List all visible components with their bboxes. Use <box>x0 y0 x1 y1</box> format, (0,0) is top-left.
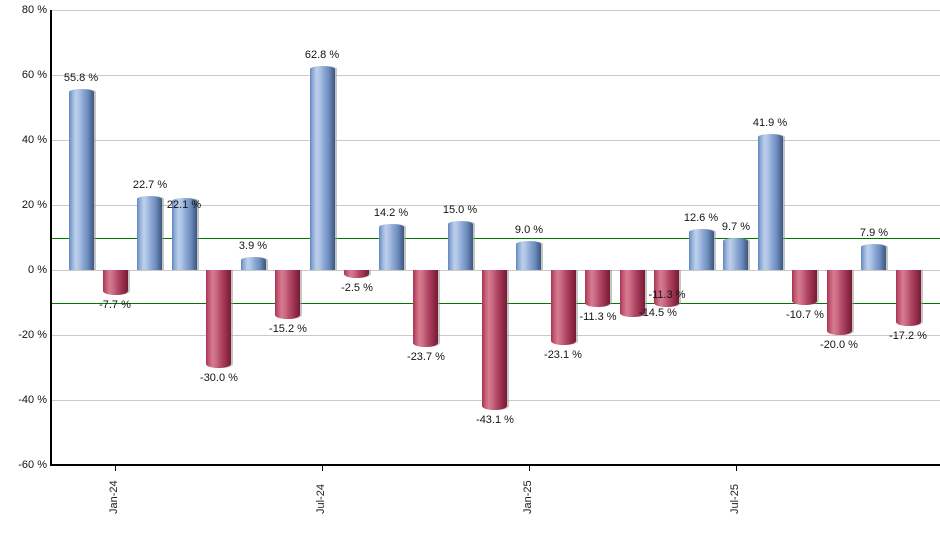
reference-line-10 <box>50 238 940 239</box>
bar-negative <box>585 270 610 307</box>
bar-value-label: 9.7 % <box>721 221 751 233</box>
gridline-40 <box>50 140 940 141</box>
bar-negative <box>792 270 817 305</box>
bar-value-label: -30.0 % <box>200 372 238 384</box>
bar-negative <box>344 270 369 278</box>
bar-positive <box>172 198 197 270</box>
bar-negative <box>413 270 438 347</box>
bar-value-label: -15.2 % <box>269 323 307 335</box>
bar-positive <box>69 89 94 270</box>
bar-value-label: -11.3 % <box>579 311 617 323</box>
gridline-60 <box>50 75 940 76</box>
bar-value-label: 55.8 % <box>63 72 99 84</box>
bar-positive <box>516 241 541 270</box>
bar-value-label: -23.1 % <box>544 349 582 361</box>
bar-value-label: -7.7 % <box>99 299 131 311</box>
y-axis-label: -60 % <box>18 459 47 471</box>
y-axis-label: 60 % <box>21 69 47 81</box>
y-axis-label: 20 % <box>21 199 47 211</box>
x-axis-tick <box>322 466 323 471</box>
bar-value-label: -11.3 % <box>648 289 686 301</box>
bar-positive <box>448 221 473 270</box>
y-axis-label: 80 % <box>21 4 47 16</box>
bar-negative <box>551 270 576 345</box>
y-axis-label: -20 % <box>18 329 47 341</box>
gridline-20 <box>50 205 940 206</box>
bar-value-label: -43.1 % <box>476 414 514 426</box>
y-axis-label: 40 % <box>21 134 47 146</box>
x-axis-tick <box>115 466 116 471</box>
bar-value-label: 22.7 % <box>132 179 168 191</box>
bar-negative <box>827 270 852 335</box>
bar-value-label: 12.6 % <box>683 212 719 224</box>
bar-value-label: -20.0 % <box>820 339 858 351</box>
bar-value-label: -2.5 % <box>341 282 373 294</box>
gridline-80 <box>50 10 940 11</box>
bar-value-label: 14.2 % <box>373 207 409 219</box>
bar-positive <box>241 257 266 270</box>
bar-value-label: 62.8 % <box>304 49 340 61</box>
bar-value-label: 9.0 % <box>514 224 544 236</box>
x-axis-label: Jan-24 <box>108 480 120 514</box>
x-axis-label: Jan-25 <box>522 480 534 514</box>
bar-positive <box>689 229 714 270</box>
bar-negative <box>620 270 645 317</box>
x-axis-label: Jul-25 <box>729 484 741 514</box>
x-axis-line <box>50 464 940 466</box>
bar-value-label: 41.9 % <box>752 117 788 129</box>
bar-value-label: -23.7 % <box>407 351 445 363</box>
bar-positive <box>861 244 886 270</box>
bar-positive <box>758 134 783 270</box>
bar-value-label: 3.9 % <box>238 240 268 252</box>
bar-value-label: 7.9 % <box>859 227 889 239</box>
bar-value-label: 22.1 % <box>166 199 202 211</box>
bar-negative <box>275 270 300 319</box>
y-axis-label: 0 % <box>28 264 47 276</box>
bar-negative <box>206 270 231 368</box>
x-axis-tick <box>529 466 530 471</box>
y-axis-label: -40 % <box>18 394 47 406</box>
bar-positive <box>723 238 748 270</box>
bar-negative <box>654 270 679 307</box>
bar-negative <box>482 270 507 410</box>
bar-value-label: -10.7 % <box>786 309 824 321</box>
x-axis-label: Jul-24 <box>315 484 327 514</box>
bar-negative <box>896 270 921 326</box>
bar-positive <box>379 224 404 270</box>
bar-positive <box>310 66 335 270</box>
bar-value-label: -14.5 % <box>639 307 677 319</box>
x-axis-tick <box>736 466 737 471</box>
bar-value-label: 15.0 % <box>442 204 478 216</box>
bar-negative <box>103 270 128 295</box>
bar-value-label: -17.2 % <box>889 330 927 342</box>
bar-positive <box>137 196 162 270</box>
y-axis-line <box>50 10 52 465</box>
